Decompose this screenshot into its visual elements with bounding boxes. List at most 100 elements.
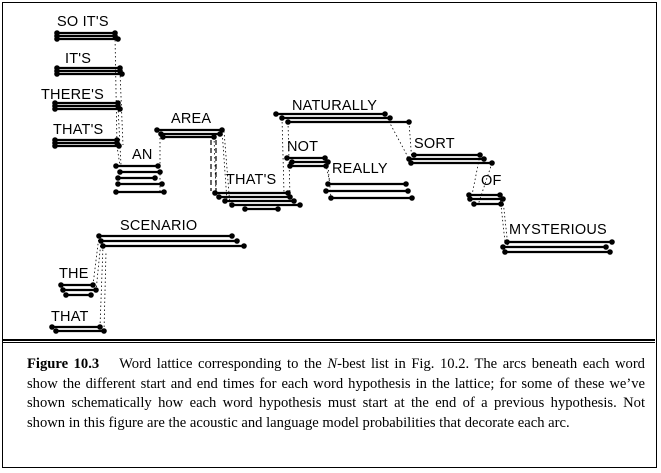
word-label-sort: SORT (414, 136, 455, 152)
figure-label: Figure 10.3 (27, 356, 100, 372)
arc-end-node (405, 188, 411, 194)
word-label-scenario: SCENARIO (120, 218, 197, 234)
arc-end-node (603, 244, 609, 250)
arc-end-node (275, 206, 281, 212)
arc-start-node (100, 243, 106, 249)
arc-end-node (117, 106, 123, 112)
arc-end-node (607, 249, 613, 255)
arc-start-node (242, 206, 248, 212)
arc-end-node (498, 201, 504, 207)
arc-start-node (285, 119, 291, 125)
arc-end-node (382, 111, 388, 117)
word-label-an: AN (132, 147, 153, 163)
arc-start-node (60, 287, 66, 293)
arc-end-node (211, 134, 217, 140)
arc-end-node (229, 233, 235, 239)
arc-end-node (403, 181, 409, 187)
word-label-the: THE (59, 266, 89, 282)
word-label-thats-1: THAT'S (53, 122, 103, 138)
arc-connector (103, 251, 107, 332)
arc-start-node (216, 194, 222, 200)
arc-connector (384, 113, 410, 160)
word-label-theres: THERE'S (41, 87, 104, 103)
caption-divider-inner (3, 342, 655, 343)
arc-start-node (504, 239, 510, 245)
caption-text-before: Word lattice corresponding to the (119, 356, 328, 372)
arc-end-node (287, 194, 293, 200)
arc-end-node (161, 189, 167, 195)
arc-end-node (157, 169, 163, 175)
arc-start-node (500, 244, 506, 250)
arc-end-node (481, 156, 487, 162)
word-label-mysterious: MYSTERIOUS (509, 222, 607, 238)
arc-end-node (101, 328, 107, 334)
arc-connector (281, 117, 285, 194)
arc-end-node (297, 202, 303, 208)
arc-start-node (279, 115, 285, 121)
arc-end-node (500, 196, 506, 202)
arc-start-node (49, 324, 55, 330)
arc-end-node (93, 287, 99, 293)
arc-start-node (408, 160, 414, 166)
arc-start-node (471, 201, 477, 207)
arc-end-node (90, 282, 96, 288)
arc-end-node (97, 324, 103, 330)
arc-connector (95, 240, 102, 292)
arc-connector (116, 145, 121, 167)
arc-start-node (53, 328, 59, 334)
arc-start-node (273, 111, 279, 117)
arc-connector (213, 136, 217, 194)
arc-start-node (117, 169, 123, 175)
arc-connector (114, 35, 118, 146)
arc-start-node (229, 202, 235, 208)
arc-start-node (284, 155, 290, 161)
arc-start-node (54, 71, 60, 77)
arc-start-node (502, 249, 508, 255)
arc-end-node (116, 143, 122, 149)
arc-start-node (323, 188, 329, 194)
arc-start-node (63, 292, 69, 298)
word-label-really: REALLY (332, 161, 388, 177)
arc-connector (117, 106, 122, 166)
caption-n-italic: N (327, 356, 338, 372)
arc-start-node (52, 106, 58, 112)
arc-connector (471, 154, 481, 196)
arc-start-node (212, 190, 218, 196)
word-label-its: IT'S (65, 51, 91, 67)
arc-end-node (241, 243, 247, 249)
arc-start-node (411, 152, 417, 158)
arc-end-node (609, 239, 615, 245)
arc-start-node (160, 134, 166, 140)
word-label-that: THAT (51, 309, 89, 325)
caption-text-after: -best list in Fig. 10.2. The arcs beneat… (27, 356, 645, 431)
arc-start-node (52, 143, 58, 149)
arc-connector (408, 121, 413, 164)
arc-end-node (115, 36, 121, 42)
word-label-area: AREA (171, 111, 211, 127)
word-label-of: OF (481, 173, 502, 189)
arc-start-node (58, 282, 64, 288)
arc-start-node (467, 196, 473, 202)
arc-start-node (325, 181, 331, 187)
arc-end-node (217, 131, 223, 137)
arc-start-node (54, 36, 60, 42)
arc-end-node (477, 152, 483, 158)
arc-end-node (409, 195, 415, 201)
word-lattice-diagram: SO IT'S IT'S THERE'S THAT'S AN AREA THAT'S NATU… (41, 14, 615, 334)
arc-end-node (291, 198, 297, 204)
arc-end-node (152, 175, 158, 181)
arc-end-node (234, 238, 240, 244)
arc-start-node (115, 175, 121, 181)
word-label-naturally: NATURALLY (292, 98, 377, 114)
word-label-not: NOT (287, 139, 318, 155)
arc-end-node (497, 192, 503, 198)
arc-start-node (96, 233, 102, 239)
arc-start-node (98, 238, 104, 244)
arc-end-node (159, 181, 165, 187)
arc-start-node (222, 198, 228, 204)
arc-start-node (328, 195, 334, 201)
arc-end-node (119, 71, 125, 77)
arc-end-node (489, 160, 495, 166)
arc-end-node (323, 163, 329, 169)
caption-divider (3, 339, 655, 341)
